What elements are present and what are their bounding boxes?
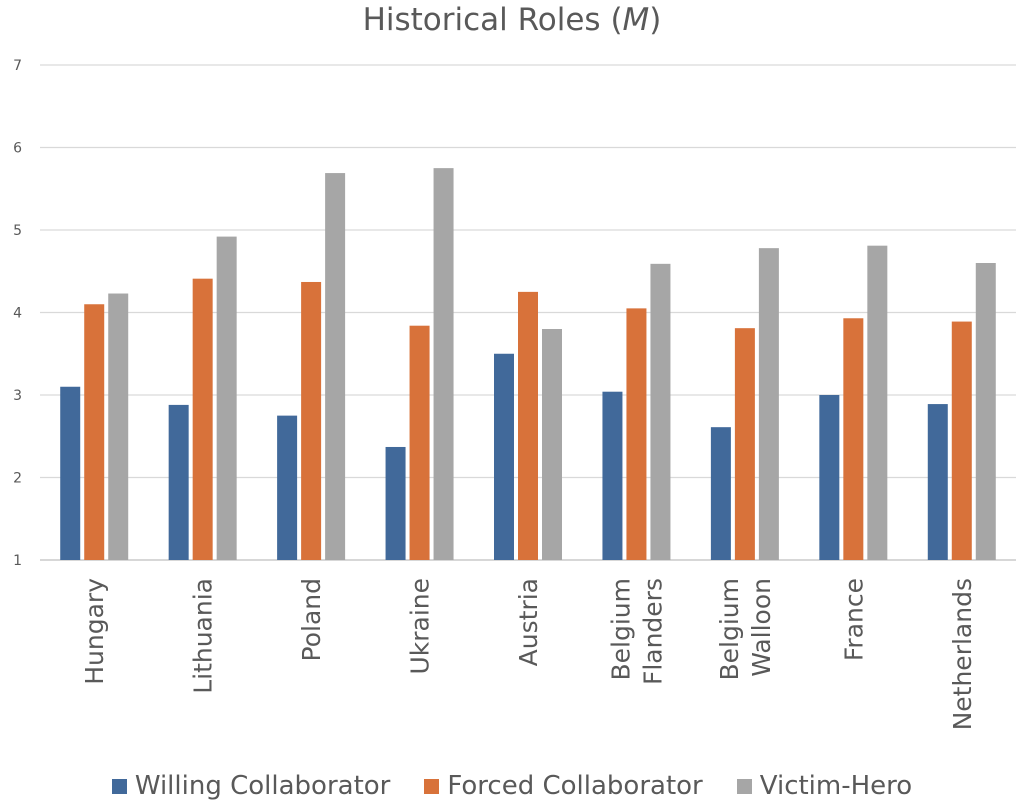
legend-swatch <box>111 778 127 794</box>
bar-forced-collaborator-austria <box>518 291 538 560</box>
bar-willing-collaborator-lithuania <box>168 404 189 560</box>
y-tick-label: 1 <box>13 553 22 569</box>
chart-title-symbol: M <box>622 2 650 38</box>
legend-label: Willing Collaborator <box>134 771 391 801</box>
bar-willing-collaborator-belgium-flanders <box>602 391 623 560</box>
bar-victim-hero-belgium-walloon <box>758 248 779 560</box>
legend-swatch <box>736 778 752 794</box>
bar-victim-hero-hungary <box>108 293 129 560</box>
bar-victim-hero-lithuania <box>216 236 237 560</box>
x-tick-label: Walloon <box>747 578 776 677</box>
y-tick-label: 3 <box>13 388 22 404</box>
bar-victim-hero-netherlands <box>975 263 996 560</box>
legend-label: Victim-Hero <box>759 771 913 801</box>
bar-willing-collaborator-hungary <box>60 386 81 560</box>
x-tick-label: Hungary <box>80 578 109 685</box>
chart-title: Historical Roles (M) <box>0 2 1024 38</box>
y-tick-label: 5 <box>13 223 22 239</box>
bar-forced-collaborator-lithuania <box>192 278 213 560</box>
y-axis-ticks: 1 2 3 4 5 6 7 <box>13 58 22 569</box>
bar-forced-collaborator-hungary <box>84 304 105 560</box>
x-tick-label: Netherlands <box>948 578 977 730</box>
x-tick-label: Belgium <box>715 578 744 681</box>
bar-willing-collaborator-poland <box>277 415 298 560</box>
bar-willing-collaborator-austria <box>494 353 514 560</box>
bar-forced-collaborator-belgium-walloon <box>734 328 755 560</box>
y-tick-label: 4 <box>13 306 22 322</box>
chart-title-suffix: ) <box>649 2 662 38</box>
x-tick-label: Austria <box>514 578 543 666</box>
x-tick-label: Flanders <box>638 578 667 685</box>
bar-willing-collaborator-netherlands <box>927 404 948 560</box>
y-tick-label: 2 <box>13 471 22 487</box>
bar-willing-collaborator-france <box>819 395 840 560</box>
x-tick-label: France <box>839 578 868 661</box>
legend: Willing Collaborator Forced Collaborator V… <box>0 766 1024 806</box>
legend-item: Forced Collaborator <box>424 771 703 801</box>
bar-forced-collaborator-poland <box>301 281 322 560</box>
bar-victim-hero-austria <box>542 329 562 560</box>
x-axis-ticks: Hungary Lithuania Poland Ukraine Austria Belg… <box>80 578 977 731</box>
x-tick-label: Lithuania <box>189 578 218 694</box>
bar-forced-collaborator-france <box>843 318 864 560</box>
bar-forced-collaborator-belgium-flanders <box>626 308 647 560</box>
bars <box>60 168 996 561</box>
bar-forced-collaborator-ukraine <box>409 325 430 560</box>
bar-willing-collaborator-belgium-walloon <box>710 427 731 560</box>
legend-swatch <box>424 778 440 794</box>
bar-willing-collaborator-ukraine <box>385 446 406 560</box>
legend-label: Forced Collaborator <box>447 771 703 801</box>
legend-item: Willing Collaborator <box>111 771 391 801</box>
x-tick-label: Ukraine <box>406 578 435 675</box>
bar-victim-hero-ukraine <box>433 168 454 560</box>
x-tick-label: Belgium <box>606 578 635 681</box>
y-tick-label: 6 <box>13 141 22 157</box>
bar-forced-collaborator-netherlands <box>951 321 972 560</box>
bar-victim-hero-poland <box>325 173 346 560</box>
legend-item: Victim-Hero <box>736 771 913 801</box>
y-tick-label: 7 <box>13 58 22 74</box>
chart-title-text: Historical Roles ( <box>362 2 623 38</box>
bar-victim-hero-france <box>867 245 888 561</box>
x-tick-label: Poland <box>297 578 326 661</box>
bar-victim-hero-belgium-flanders <box>650 263 671 560</box>
